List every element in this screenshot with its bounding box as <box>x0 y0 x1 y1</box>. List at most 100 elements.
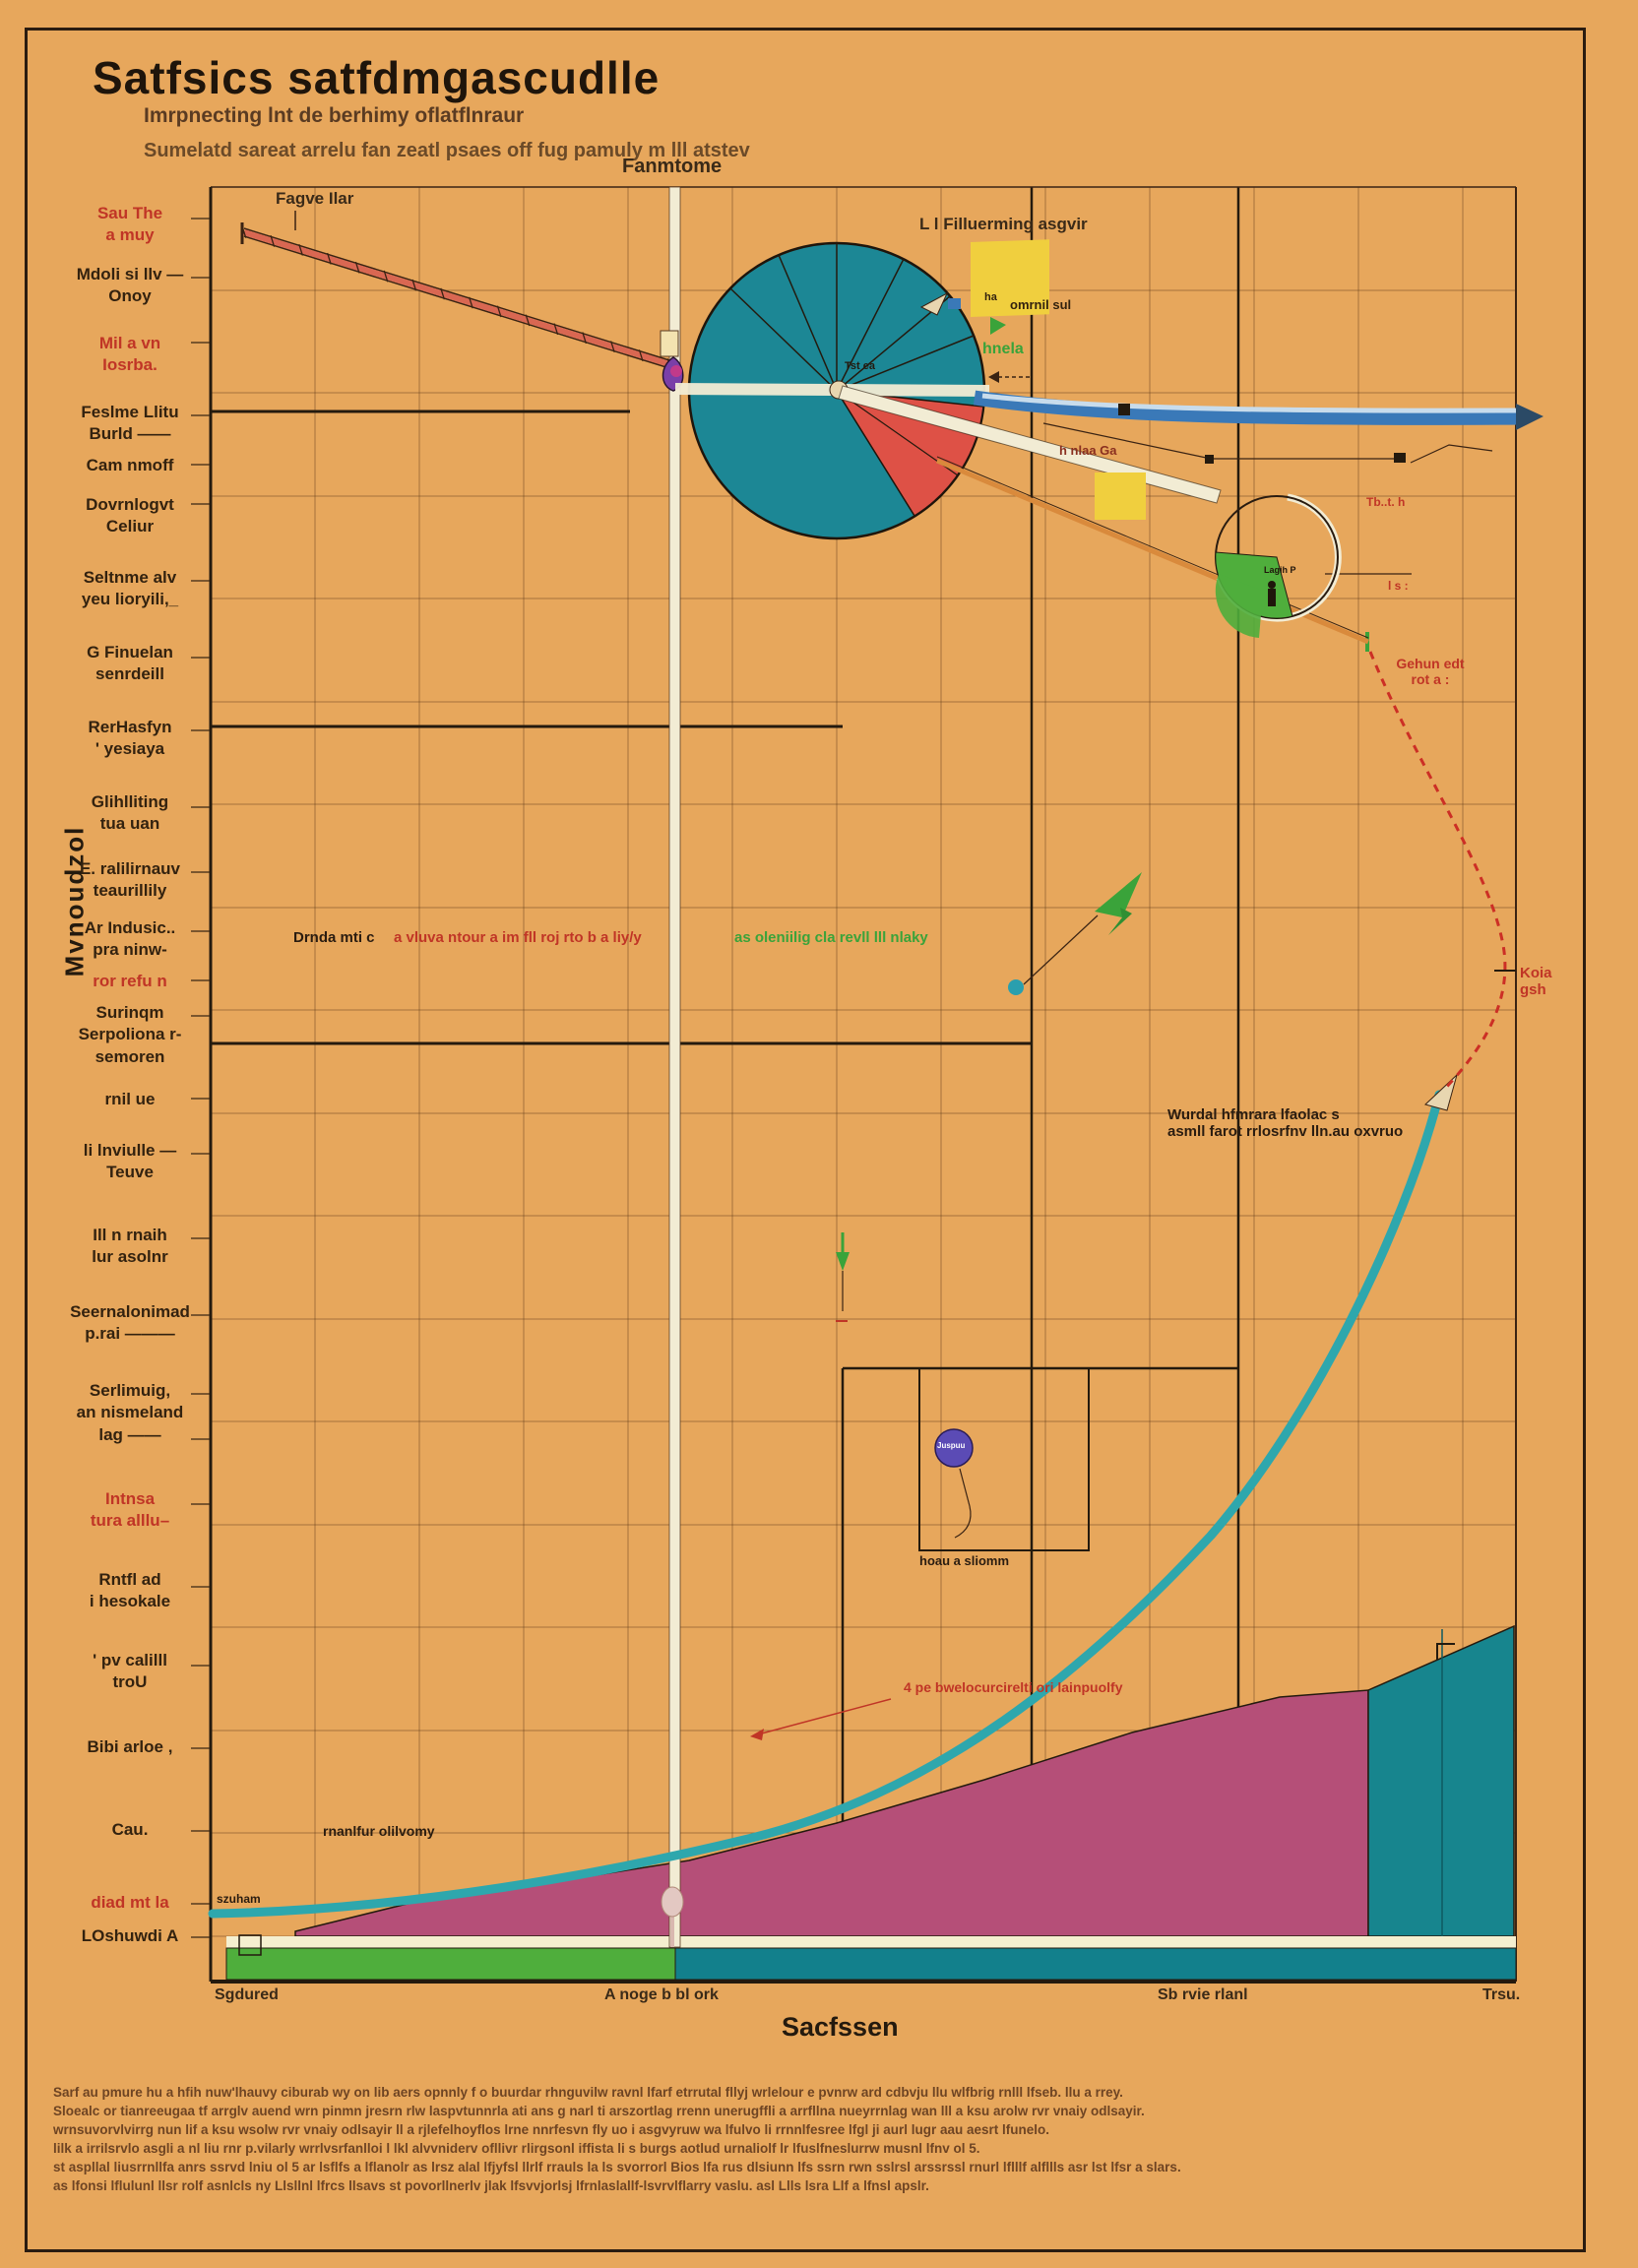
red-leader-line <box>757 1698 892 1735</box>
red-dashed-curve <box>1368 651 1507 1093</box>
y-label: Cam nmoff <box>86 456 174 474</box>
x-tick-label: Sb rvie rlanl <box>1158 1986 1248 2003</box>
annotation-ls: l s : <box>1388 579 1409 593</box>
purple-circle-label: hoau a sliomm <box>919 1553 1010 1568</box>
annotation-bwel: 4 pe bwelocurcirelti ori lainpuolfy <box>904 1679 1123 1695</box>
pin-marker <box>661 1886 684 1947</box>
green-crescent <box>1215 574 1263 638</box>
blue-band-arrowhead <box>1516 404 1544 430</box>
rail-line <box>240 222 672 370</box>
purple-circle-marker <box>934 1428 974 1468</box>
teal-dot-marker <box>1008 979 1024 995</box>
teal-curve <box>208 1090 1444 1919</box>
square-marker <box>1205 455 1214 464</box>
y-label: Ar Indusic.. pra ninw- <box>84 918 176 960</box>
annotation-gehun: Gehun edt rot a : <box>1396 656 1465 687</box>
green-down-arrow <box>836 1232 850 1322</box>
y-label: Cau. <box>111 1820 149 1839</box>
teal-bottom-bar <box>674 1947 1517 1981</box>
green-sector-label: Lagih P <box>1264 565 1296 575</box>
annotation-avluva: a vluva ntour a im fll roj rto b a liy/y <box>394 929 642 946</box>
teal-area-block <box>1367 1624 1515 1937</box>
annotation-wurdal: Wurdal hfmrara lfaolac s asmll farot rrl… <box>1167 1106 1404 1140</box>
subtitle-line-1: Imrpnecting lnt de berhimy oflatflnraur <box>144 104 525 127</box>
annotation-koia: Koia gsh <box>1520 965 1552 998</box>
y-label: li lnviulle — Teuve <box>83 1141 177 1182</box>
dashed-arrowhead <box>988 371 999 383</box>
y-label: rnil ue <box>104 1090 156 1108</box>
footer-paragraph: Sarf au pmure hu a hfih nuw'lhauvy cibur… <box>53 2085 1181 2193</box>
y-label: Feslme Llitu Burld —— <box>81 403 179 444</box>
x-tick-label: Sgdured <box>215 1986 279 2003</box>
x-axis-title: Sacfssen <box>782 2012 899 2042</box>
yellow-patch-mid <box>1095 472 1146 520</box>
chart-frame <box>209 186 1517 1984</box>
annotation-h-nlaa-ga: h nlaa Ga <box>1059 443 1117 458</box>
orange-line-edge <box>936 456 1369 639</box>
purple-circle-inner-text: Juspuu <box>937 1441 966 1450</box>
beige-arrowhead <box>919 291 949 316</box>
y-label: Ill n rnaih lur asolnr <box>92 1226 168 1267</box>
small-green-arrow-icon <box>990 317 1006 335</box>
square-marker <box>1394 453 1406 463</box>
y-label: Intnsa tura alllu– <box>90 1489 170 1531</box>
green-bottom-bar <box>225 1947 676 1981</box>
y-label: E. ralilirnauv teaurillily <box>79 859 181 901</box>
green-arrow <box>1095 872 1142 935</box>
y-label: Serlimuig, an nismeland lag —— <box>76 1381 184 1444</box>
y-label: Surinqm Serpoliona r- semoren <box>78 1003 182 1066</box>
subtitle-line-2: Sumelatd sareat arrelu fan zeatl psaes o… <box>144 140 750 161</box>
red-leader-arrowhead <box>750 1729 764 1740</box>
y-label: Seernalonimad p.rai ——— <box>70 1302 190 1344</box>
y-label: Seltnme alv yeu lioryili,_ <box>81 568 179 609</box>
blue-arrow-band <box>973 390 1522 425</box>
vertical-reference-line <box>668 186 681 1948</box>
pie-spokes <box>729 243 975 392</box>
annotation-ha: ha <box>984 291 997 303</box>
x-tick-label: Trsu. <box>1482 1986 1521 2003</box>
yellow-patch-top <box>971 239 1049 317</box>
y-label: ror refu n <box>93 972 167 990</box>
top-axis-label: Fanmtome <box>622 156 723 177</box>
y-label: Sau The a muy <box>96 204 163 245</box>
square-marker <box>1118 404 1130 415</box>
pie-title-annotation: L l Filluerming asgvir <box>919 215 1088 233</box>
annotation-omrnil: omrnil sul <box>1010 297 1072 312</box>
small-circle-diagram <box>1215 493 1342 638</box>
cream-strip <box>226 1936 1516 1948</box>
annotation-szuham: szuham <box>217 1892 261 1906</box>
y-label: Rntfl ad i hesokale <box>89 1570 171 1611</box>
page-title: Satfsics satfdmgascudlle <box>93 52 661 103</box>
y-label: G Finuelan senrdeill <box>87 643 173 684</box>
y-label: ' pv calilll troU <box>93 1651 167 1692</box>
page-border <box>25 28 1586 2252</box>
annotation-drnda: Drnda mti c <box>293 929 375 946</box>
y-label: Dovrnlogvt Celiur <box>86 495 174 536</box>
y-label: Mdoli si llv — Onoy <box>76 265 184 306</box>
y-label: Glihlliting tua uan <box>91 792 169 834</box>
bracket-mark <box>1436 1643 1455 1660</box>
grid-lines <box>210 187 1516 1982</box>
annotation-as-olen: as oleniilig cla revll lll nlaky <box>734 929 928 946</box>
annotation-tbt: Tb..t. h <box>1366 495 1406 509</box>
rail-end-marker <box>660 330 679 357</box>
step-box-marker <box>238 1934 262 1956</box>
y-label: Mil a vn Iosrba. <box>98 334 161 375</box>
annotation-hnela: hnela <box>982 341 1024 357</box>
figure-glyph <box>1268 589 1276 606</box>
blue-band-highlight <box>981 393 1522 413</box>
blue-square-marker <box>948 298 961 309</box>
y-axis-ticks <box>191 218 210 1938</box>
corner-label: Fagve Ilar <box>276 189 354 208</box>
y-label: RerHasfyn ' yesiaya <box>88 718 172 759</box>
annotation-rnanlfur: rnanlfur olilvomy <box>323 1823 435 1839</box>
teardrop-core <box>670 365 682 377</box>
pie-chart <box>675 241 989 540</box>
y-label: diad mt la <box>91 1893 169 1912</box>
x-tick-label: A noge b bl ork <box>604 1986 719 2003</box>
y-label: LOshuwdi A <box>81 1926 179 1945</box>
y-label: Bibi arloe , <box>87 1737 173 1756</box>
pie-center-label: Tst ea <box>845 360 875 372</box>
